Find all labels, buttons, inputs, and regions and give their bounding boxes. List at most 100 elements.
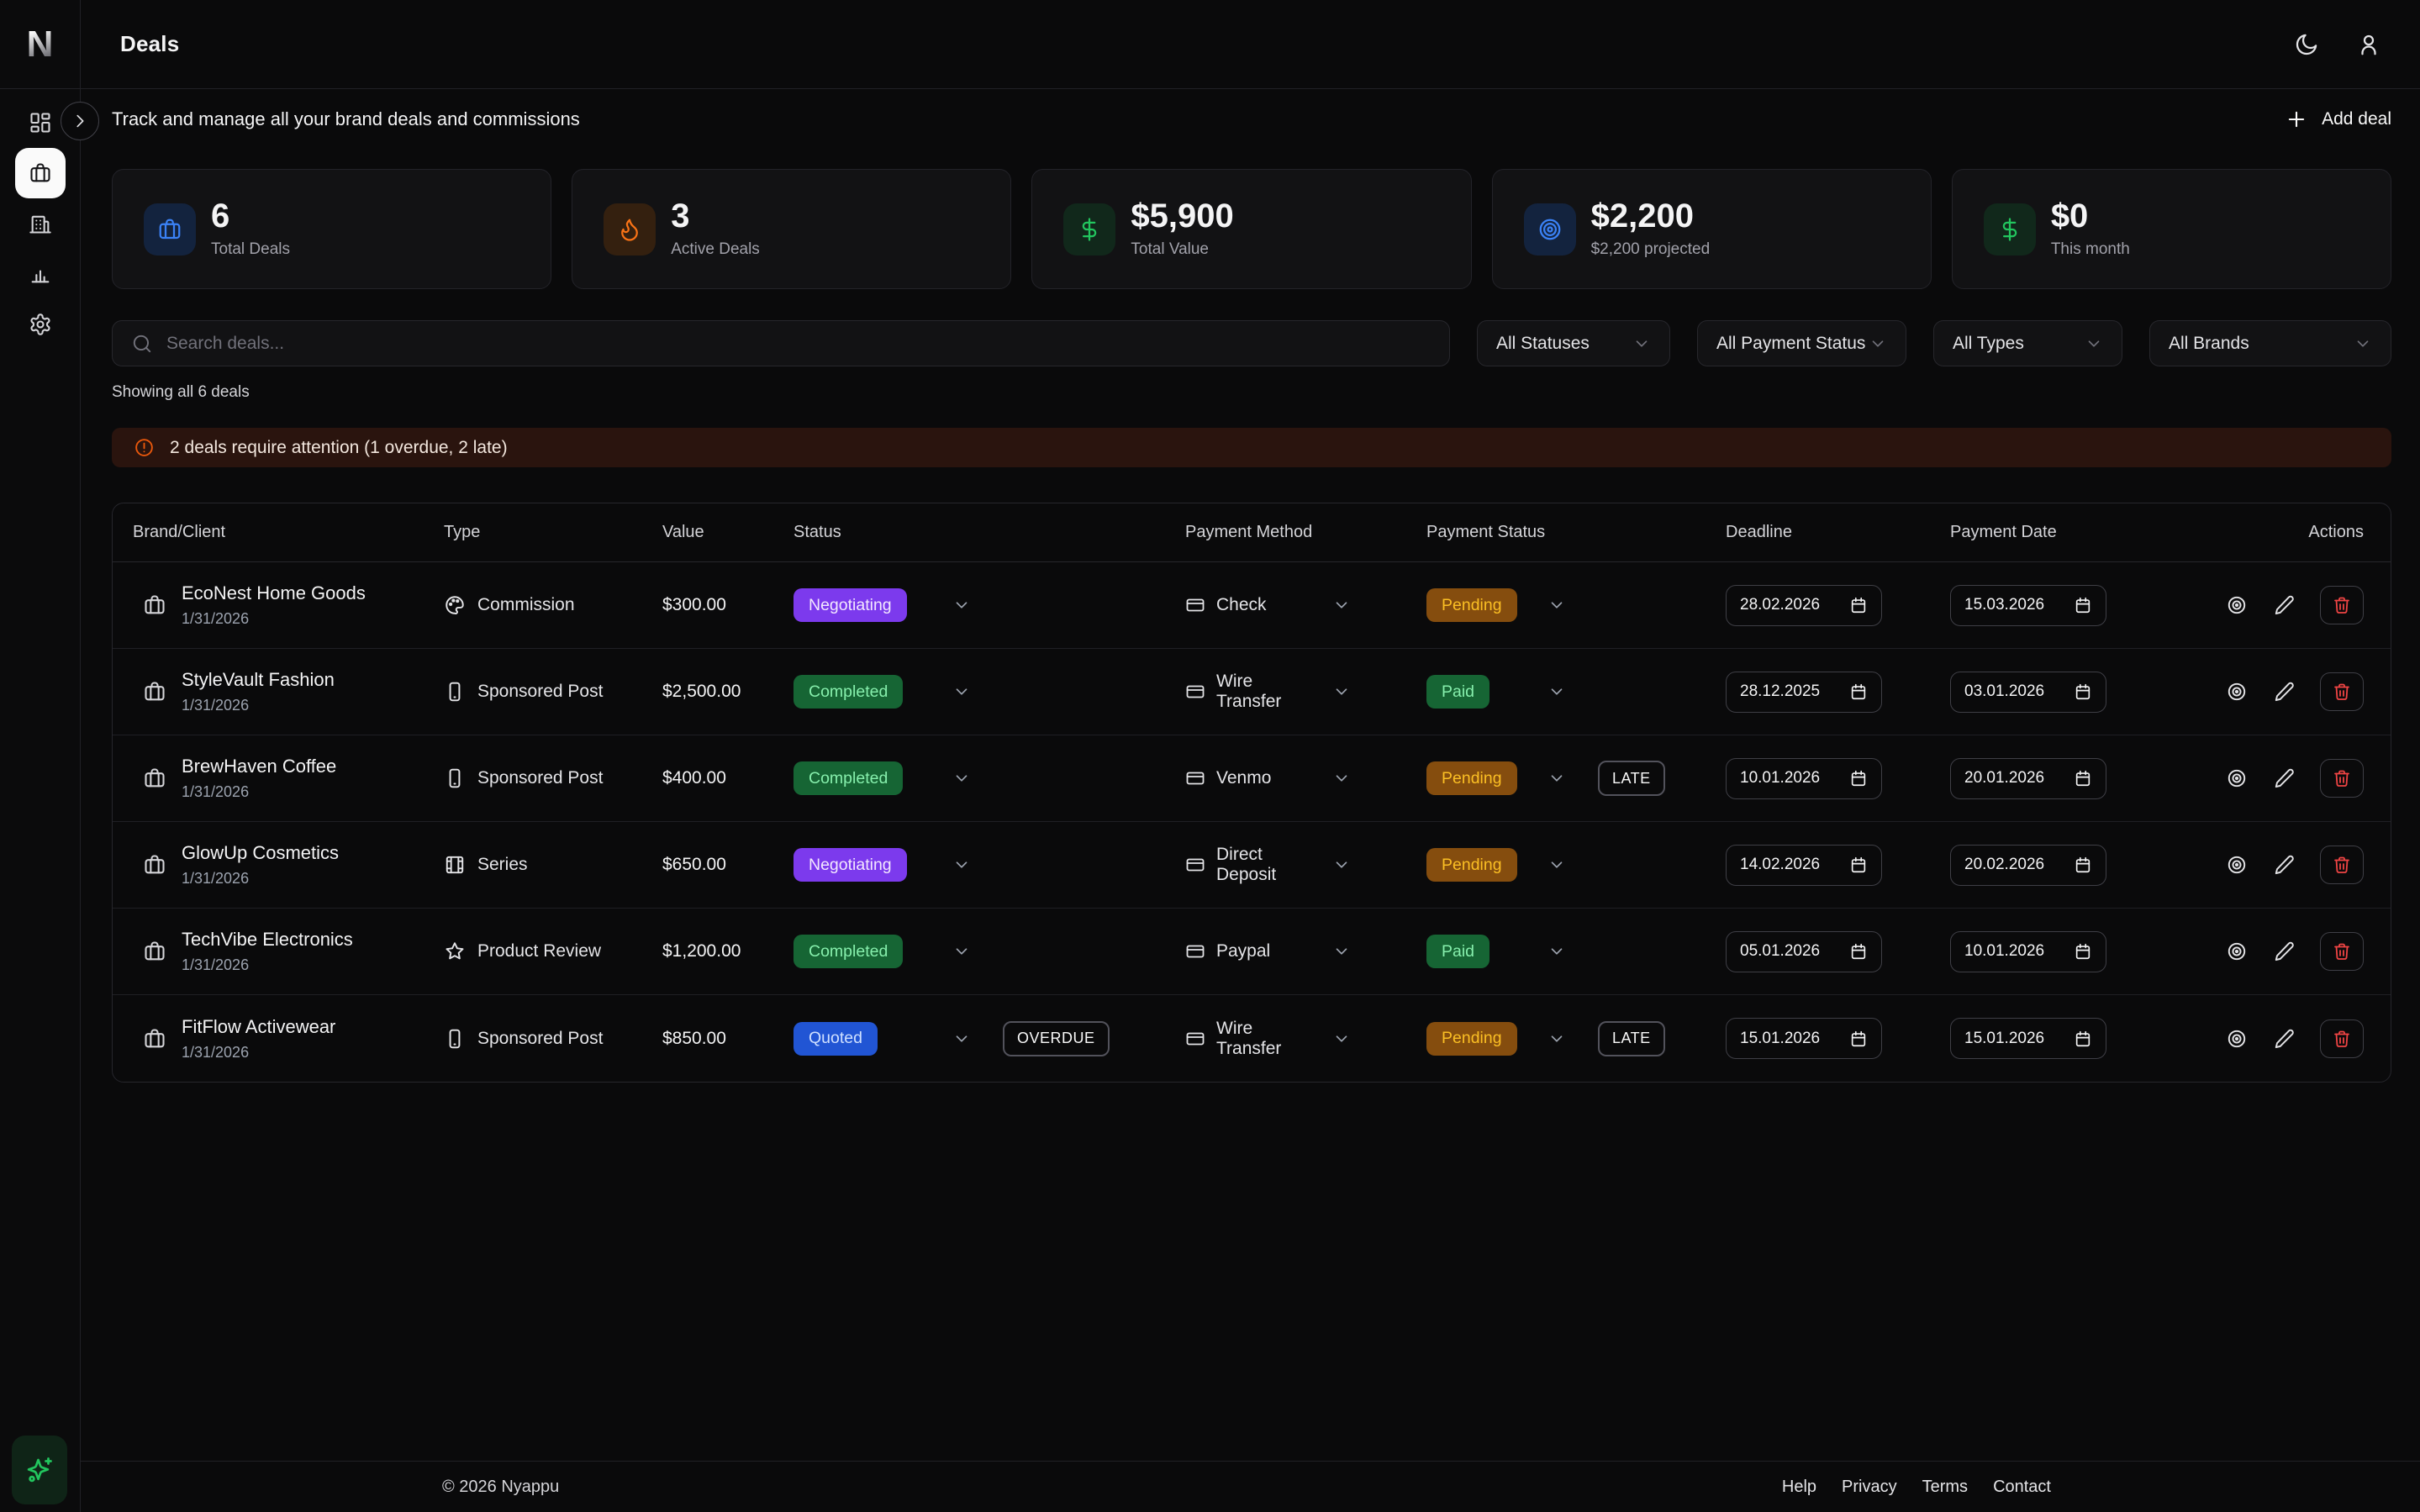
chevron-down-icon — [1869, 335, 1887, 353]
add-deal-button[interactable]: Add deal — [2285, 108, 2391, 131]
search-input[interactable] — [166, 333, 1431, 354]
edit-deal-button[interactable] — [2273, 681, 2295, 703]
payment-status-badge[interactable]: Paid — [1426, 675, 1490, 709]
view-deal-button[interactable] — [2226, 681, 2248, 703]
status-badge[interactable]: Quoted — [793, 1021, 878, 1056]
status-dropdown-chevron[interactable] — [952, 942, 971, 961]
status-cell: Negotiating — [793, 588, 1185, 622]
status-badge[interactable]: Completed — [793, 761, 904, 795]
deadline-cell: 05.01.2026 — [1726, 930, 1950, 972]
view-deal-button[interactable] — [2226, 1028, 2248, 1050]
payment-date-input[interactable]: 15.01.2026 — [1950, 1018, 2106, 1059]
status-dropdown-chevron[interactable] — [952, 682, 971, 701]
edit-deal-button[interactable] — [2273, 767, 2295, 789]
payment-status-badge[interactable]: Pending — [1426, 761, 1517, 795]
content: Track and manage all your brand deals an… — [81, 89, 2420, 1512]
payment-status-badge[interactable]: Pending — [1426, 848, 1517, 882]
payment-method-dropdown-chevron[interactable] — [1332, 769, 1351, 788]
payment-status-dropdown-chevron[interactable] — [1547, 682, 1566, 701]
profile-button[interactable] — [2356, 32, 2381, 57]
delete-deal-button[interactable] — [2320, 1019, 2364, 1058]
payment-date-cell: 20.01.2026 — [1950, 757, 2202, 799]
payment-method-dropdown-chevron[interactable] — [1332, 942, 1351, 961]
delete-deal-button[interactable] — [2320, 759, 2364, 798]
footer-link-help[interactable]: Help — [1781, 1477, 1817, 1496]
payment-method-dropdown-chevron[interactable] — [1332, 856, 1351, 874]
status-badge[interactable]: Completed — [793, 935, 904, 968]
sidebar-item-deals[interactable] — [14, 148, 66, 198]
type-filter-select[interactable]: All Types — [1933, 320, 2122, 366]
copyright: © 2026 Nyappu — [442, 1477, 560, 1496]
briefcase-icon — [143, 767, 166, 790]
edit-deal-button[interactable] — [2273, 854, 2295, 876]
sidebar-expand-button[interactable] — [61, 102, 99, 140]
delete-deal-button[interactable] — [2320, 672, 2364, 711]
stat-card-total-deals: 6 Total Deals — [112, 169, 552, 289]
edit-deal-button[interactable] — [2273, 1028, 2295, 1050]
payment-date-value: 03.01.2026 — [1964, 682, 2045, 700]
payment-method-dropdown-chevron[interactable] — [1332, 682, 1351, 701]
brand-filter-select[interactable]: All Brands — [2149, 320, 2391, 366]
payment-status-filter-select[interactable]: All Payment Status — [1697, 320, 1906, 366]
delete-deal-button[interactable] — [2320, 586, 2364, 624]
deadline-date-input[interactable]: 28.02.2026 — [1726, 584, 1882, 626]
deadline-date-input[interactable]: 14.02.2026 — [1726, 844, 1882, 886]
payment-date-input[interactable]: 10.01.2026 — [1950, 930, 2106, 972]
payment-status-badge[interactable]: Pending — [1426, 588, 1517, 622]
assistant-button[interactable] — [12, 1436, 67, 1504]
footer-link-contact[interactable]: Contact — [1993, 1477, 2051, 1496]
payment-status-badge[interactable]: Paid — [1426, 935, 1490, 968]
deadline-date-input[interactable]: 28.12.2025 — [1726, 671, 1882, 713]
deadline-date-input[interactable]: 05.01.2026 — [1726, 930, 1882, 972]
status-filter-select[interactable]: All Statuses — [1477, 320, 1670, 366]
delete-deal-button[interactable] — [2320, 846, 2364, 884]
star-icon — [444, 940, 466, 962]
view-deal-button[interactable] — [2226, 940, 2248, 962]
sidebar-item-analytics[interactable] — [15, 249, 66, 299]
briefcase-icon — [143, 940, 166, 963]
payment-date-input[interactable]: 15.03.2026 — [1950, 584, 2106, 626]
payment-date-input[interactable]: 20.02.2026 — [1950, 844, 2106, 886]
calendar-icon — [1849, 1030, 1868, 1048]
sidebar-item-dashboard[interactable] — [15, 97, 66, 148]
payment-date-input[interactable]: 20.01.2026 — [1950, 757, 2106, 799]
status-dropdown-chevron[interactable] — [952, 856, 971, 874]
view-deal-button[interactable] — [2226, 854, 2248, 876]
stat-value: $5,900 — [1131, 198, 1234, 234]
payment-date-input[interactable]: 03.01.2026 — [1950, 671, 2106, 713]
view-deal-button[interactable] — [2226, 594, 2248, 616]
type-cell: Product Review — [444, 940, 662, 962]
status-badge[interactable]: Negotiating — [793, 848, 907, 882]
payment-method-cell: Venmo — [1185, 768, 1426, 788]
status-dropdown-chevron[interactable] — [952, 596, 971, 614]
payment-method-dropdown-chevron[interactable] — [1332, 596, 1351, 614]
edit-deal-button[interactable] — [2273, 940, 2295, 962]
payment-status-dropdown-chevron[interactable] — [1547, 596, 1566, 614]
payment-status-dropdown-chevron[interactable] — [1547, 856, 1566, 874]
calendar-icon — [2074, 942, 2092, 961]
payment-status-badge[interactable]: Pending — [1426, 1021, 1517, 1056]
status-dropdown-chevron[interactable] — [952, 769, 971, 788]
status-badge[interactable]: Completed — [793, 675, 904, 709]
view-deal-button[interactable] — [2226, 767, 2248, 789]
payment-status-dropdown-chevron[interactable] — [1547, 769, 1566, 788]
theme-toggle-button[interactable] — [2294, 32, 2319, 57]
payment-status-dropdown-chevron[interactable] — [1547, 1030, 1566, 1048]
payment-method-dropdown-chevron[interactable] — [1332, 1030, 1351, 1048]
column-header: Actions — [2308, 523, 2364, 541]
status-badge[interactable]: Negotiating — [793, 588, 907, 622]
status-dropdown-chevron[interactable] — [952, 1030, 971, 1048]
footer-link-privacy[interactable]: Privacy — [1842, 1477, 1897, 1496]
deadline-date-input[interactable]: 10.01.2026 — [1726, 757, 1882, 799]
edit-deal-button[interactable] — [2273, 594, 2295, 616]
brand-name: StyleVault Fashion — [182, 669, 335, 690]
delete-deal-button[interactable] — [2320, 932, 2364, 971]
column-header: Status — [793, 523, 841, 541]
footer-link-terms[interactable]: Terms — [1922, 1477, 1969, 1496]
credit-card-icon — [1185, 941, 1205, 961]
user-icon — [2356, 32, 2381, 57]
sidebar-item-settings[interactable] — [15, 299, 66, 350]
sidebar-item-brands[interactable] — [15, 198, 66, 249]
deadline-date-input[interactable]: 15.01.2026 — [1726, 1018, 1882, 1059]
payment-status-dropdown-chevron[interactable] — [1547, 942, 1566, 961]
